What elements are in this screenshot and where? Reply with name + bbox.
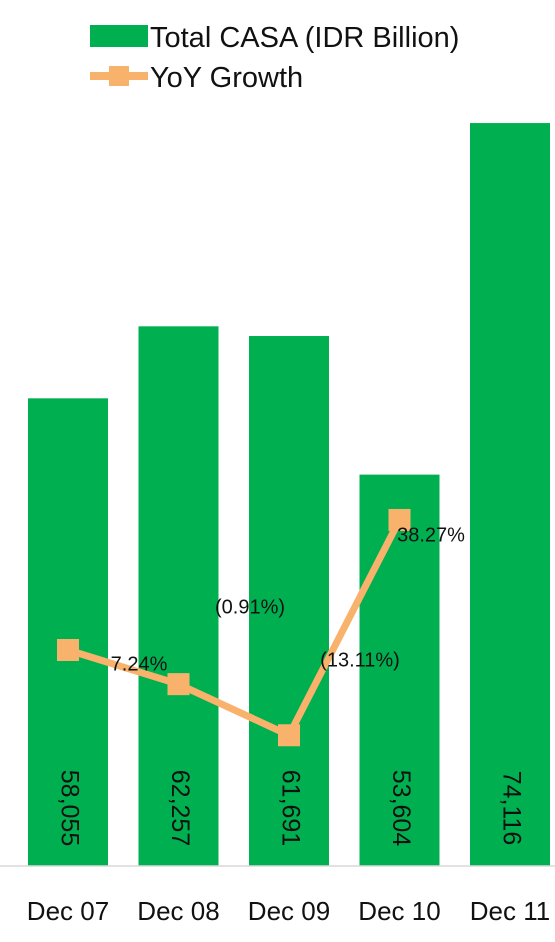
yoy-growth-line: [66, 518, 403, 739]
bar-dec-10: [359, 474, 440, 866]
yoy-growth-label: 38.27%: [397, 524, 465, 546]
yoy-growth-marker: [57, 639, 79, 661]
x-tick-label: Dec 09: [248, 896, 330, 926]
bar-value-label: 53,604: [387, 770, 415, 847]
bar-value-label: 58,055: [55, 770, 83, 846]
legend: Total CASA (IDR Billion) YoY Growth: [90, 22, 459, 94]
yoy-growth-label: (13.11%): [320, 649, 400, 671]
bar-value-label: 74,116: [497, 771, 525, 846]
bar-dec-09: [249, 336, 329, 867]
x-tick-label: Dec 10: [358, 896, 440, 926]
legend-label-yoy-growth: YoY Growth: [150, 62, 303, 94]
bar-dec-08: [138, 326, 219, 866]
bar-dec-07: [28, 398, 108, 866]
yoy-growth-marker: [278, 724, 300, 747]
x-tick-label: Dec 08: [137, 896, 219, 926]
bar-series: 58,055 62,257 61,691 53,604 74,116: [28, 123, 550, 867]
yoy-growth-series: 7.24% (0.91%) (13.11%) 38.27%: [57, 508, 465, 747]
legend-swatch-total-casa: [90, 25, 148, 47]
bar-value-label: 62,257: [166, 770, 194, 846]
yoy-growth-label: 7.24%: [111, 653, 168, 675]
x-tick-label: Dec 07: [27, 896, 109, 926]
yoy-growth-marker: [167, 673, 190, 696]
bar-value-label: 61,691: [276, 770, 304, 846]
x-tick-label: Dec 11: [470, 896, 550, 926]
bar-dec-11: [470, 123, 550, 866]
yoy-growth-marker: [388, 508, 411, 531]
yoy-growth-label: (0.91%): [215, 596, 285, 618]
x-axis-categories: Dec 07 Dec 08 Dec 09 Dec 10 Dec 11: [27, 896, 550, 926]
legend-label-total-casa: Total CASA (IDR Billion): [150, 22, 459, 54]
legend-swatch-yoy-growth: [90, 66, 148, 86]
